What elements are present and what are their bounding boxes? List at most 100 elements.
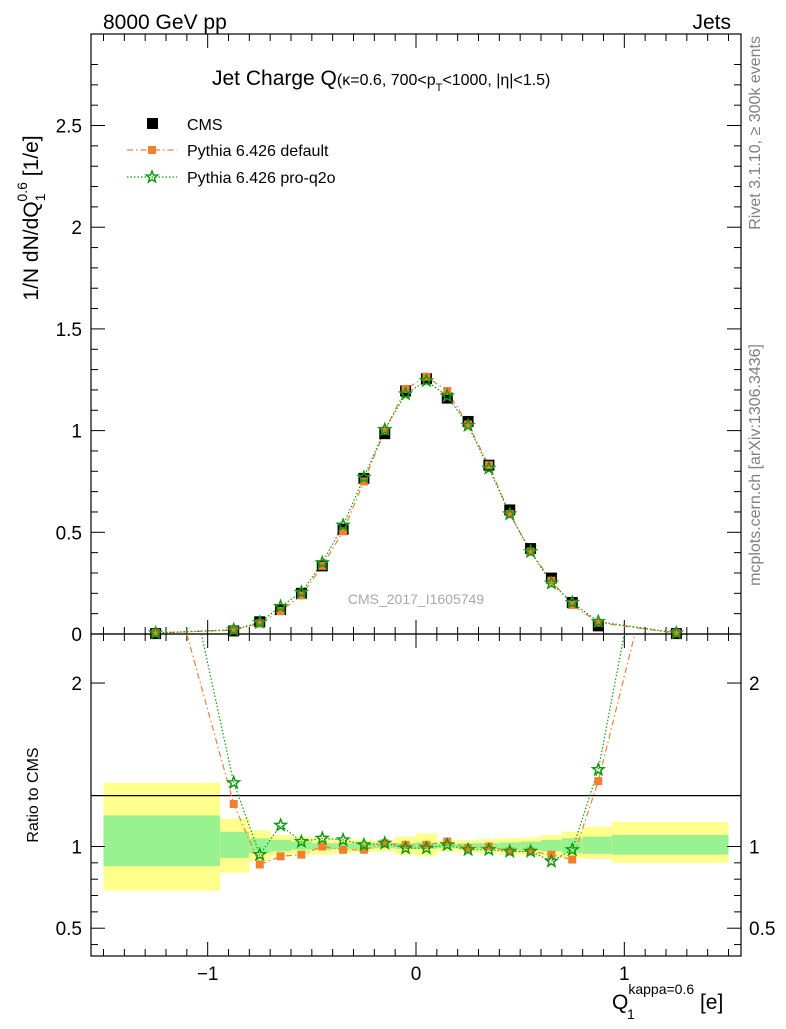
ratio-default-point <box>255 860 264 869</box>
ratio-pro-q2o-point <box>564 841 581 857</box>
ratio-pro-q2o-point <box>460 841 476 857</box>
plot-title: Jet Charge Q(κ=0.6, 700<pT<1000, |η|<1.5… <box>212 67 550 94</box>
ratio-pro-q2o-point <box>481 841 497 857</box>
ratio-ytick-label-right: 2 <box>749 674 760 695</box>
ratio-default-point <box>443 837 452 846</box>
pro-q2o-point <box>543 575 560 590</box>
main-ytick-label: 2.5 <box>56 117 82 138</box>
ratio-stat-band <box>541 839 562 852</box>
pro-q2o-point <box>460 417 476 433</box>
legend-label-cms: CMS <box>187 117 223 134</box>
ratio-pro-q2o-point <box>356 836 372 852</box>
ratio-default-point <box>484 842 493 851</box>
main-ytick-label: 1.5 <box>56 320 82 341</box>
default-point <box>380 426 389 435</box>
xtick-label: 0 <box>411 964 422 985</box>
ratio-pro-q2o-point <box>501 843 518 858</box>
xtick-label: −1 <box>197 964 219 985</box>
legend-label-pro-q2o: Pythia 6.426 pro-q2o <box>187 170 336 187</box>
ratio-pro-q2o-point <box>335 831 351 847</box>
ratio-default-point <box>229 799 238 808</box>
ratio-stat-band <box>249 838 271 854</box>
ratio-ytick-label: 2 <box>71 674 82 695</box>
ratio-pro-q2o-point <box>376 834 393 850</box>
ratio-ytick-label-right: 1 <box>749 837 760 858</box>
ratio-pro-q2o-point <box>225 774 242 790</box>
default-point <box>359 477 368 486</box>
ratio-pro-q2o-point <box>418 839 435 855</box>
legend-marker-cms <box>147 118 158 129</box>
ratio-default-point <box>401 840 410 849</box>
x-axis-label-subscript: 1 <box>627 1006 635 1022</box>
ratio-pro-q2o-point <box>397 839 414 855</box>
legend-star-shape <box>144 168 160 184</box>
default-point <box>526 547 535 556</box>
pro-q2o-point <box>418 372 435 388</box>
ratio-pro-q2o-line <box>200 633 625 862</box>
ratio-stat-band <box>291 841 312 850</box>
ratio-pro-q2o-point <box>439 836 456 852</box>
pro-q2o-point <box>564 594 581 610</box>
energy-header: 8000 GeV pp <box>103 11 227 34</box>
ratio-default-point <box>380 839 389 848</box>
main-ylabel: 1/N dN/dQ10.6 [1/e] <box>14 135 48 300</box>
ratio-pro-q2o-point <box>590 761 607 777</box>
analysis-watermark: CMS_2017_I1605749 <box>348 591 484 607</box>
x-axis-label: Qkappa=0.6 [e] <box>612 981 723 1014</box>
ratio-ytick-label: 0.5 <box>56 919 82 940</box>
ratio-stat-band <box>103 815 221 867</box>
pro-q2o-point <box>225 621 242 637</box>
ratio-default-point <box>276 852 285 861</box>
pro-q2o-point <box>668 624 685 640</box>
ratio-default-point <box>318 842 327 851</box>
ratio-pro-q2o-point <box>293 833 310 849</box>
ratio-stat-band <box>582 836 612 854</box>
default-point <box>339 527 348 536</box>
pro-q2o-point <box>335 517 351 532</box>
mcplots-label: mcplots.cern.ch [arXiv:1306.3436] <box>747 344 764 586</box>
ratio-stat-band <box>611 835 729 855</box>
ratio-default-line <box>186 633 636 866</box>
ratio-pro-q2o-point <box>251 846 268 862</box>
default-point <box>672 629 681 638</box>
ratio-default-point <box>568 855 577 864</box>
main-ytick-label: 1 <box>71 422 82 443</box>
main-ytick-label: 0 <box>71 625 82 646</box>
rivet-label: Rivet 3.1.10, ≥ 300k events <box>747 36 764 230</box>
default-point <box>594 618 603 627</box>
ratio-default-point <box>526 847 535 856</box>
ratio-default-point <box>594 777 603 786</box>
legend-marker-pro-q2o <box>144 168 160 184</box>
xtick-label: 1 <box>619 964 630 985</box>
default-point <box>484 461 493 470</box>
ratio-stat-band <box>270 839 291 852</box>
ratio-plot-series <box>186 633 636 869</box>
ratio-stat-band <box>220 831 250 858</box>
default-point <box>276 607 285 616</box>
pro-q2o-point <box>481 460 497 475</box>
axis-tick-labels: 0 0.5 1 1.5 2 2.5 0.5 0.5 1 1 2 2 −1 0 1 <box>56 117 776 985</box>
ratio-pro-q2o-point <box>314 830 331 846</box>
ratio-default-point <box>422 840 431 849</box>
pro-q2o-point <box>356 469 372 484</box>
main-ytick-label: 2 <box>71 218 82 239</box>
axis-ticks <box>91 34 741 956</box>
pro-q2o-point <box>397 385 414 401</box>
ratio-pro-q2o-point <box>272 817 289 832</box>
ratio-ytick-label: 1 <box>71 837 82 858</box>
ratio-default-point <box>505 847 514 856</box>
ratio-default-point <box>297 850 306 859</box>
default-point <box>505 510 514 518</box>
ratio-default-point <box>339 845 348 854</box>
ratio-default-point <box>464 844 473 853</box>
ratio-stat-band <box>436 844 458 849</box>
pro-q2o-point <box>251 614 268 630</box>
ratio-default-point <box>359 845 368 854</box>
pro-q2o-point <box>293 584 310 599</box>
default-point <box>255 619 264 628</box>
ratio-pro-q2o-point <box>543 853 560 868</box>
main-ytick-label: 0.5 <box>56 523 82 544</box>
pro-q2o-point <box>314 554 331 570</box>
main-plot-series <box>147 372 685 640</box>
ratio-ytick-label-right: 0.5 <box>749 919 775 940</box>
